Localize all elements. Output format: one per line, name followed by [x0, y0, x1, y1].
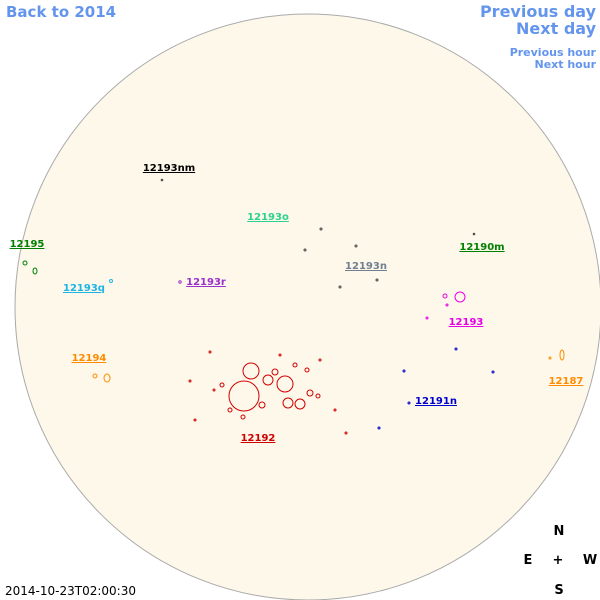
- region-labels: 12193nm 12193o 12195 12193q 12193r 12193…: [10, 163, 584, 444]
- region-label: 12193q: [63, 283, 105, 294]
- previous-day-link[interactable]: Previous day: [480, 2, 597, 21]
- back-link[interactable]: Back to 2014: [6, 3, 116, 21]
- region-label: 12195: [10, 239, 45, 250]
- region-label: 12193n: [345, 261, 387, 272]
- region-label: 12194: [72, 353, 107, 364]
- spots: [22, 178, 565, 435]
- compass-north: N: [554, 524, 565, 539]
- previous-hour-link[interactable]: Previous hour: [510, 46, 597, 59]
- region-label: 12191n: [415, 396, 457, 407]
- region-label: 12193r: [186, 277, 226, 288]
- next-hour-link[interactable]: Next hour: [535, 58, 597, 71]
- timestamp: 2014-10-23T02:00:30: [5, 584, 136, 598]
- spot-group-12193: [425, 291, 466, 320]
- spot-group-12193r: [178, 280, 182, 284]
- compass-south: S: [554, 583, 563, 598]
- region-label: 12190m: [459, 242, 504, 253]
- solar-disk: [14, 13, 600, 600]
- spot-group-12194: [92, 349, 565, 383]
- compass-center: +: [553, 553, 564, 568]
- compass-west: W: [583, 553, 597, 568]
- next-day-link[interactable]: Next day: [516, 19, 597, 38]
- spot-group-12192: [188, 350, 348, 435]
- spot-group-12195: [22, 260, 38, 275]
- spot-group-12193q: [109, 279, 113, 283]
- region-label: 12192: [241, 433, 276, 444]
- spot-group-small: [160, 178, 476, 289]
- compass-east: E: [524, 553, 533, 568]
- region-label: 12187: [549, 376, 584, 387]
- spot-group-12191n: [377, 347, 495, 430]
- region-label: 12193nm: [143, 163, 195, 174]
- region-label: 12193o: [247, 212, 289, 223]
- region-label: 12193: [449, 317, 484, 328]
